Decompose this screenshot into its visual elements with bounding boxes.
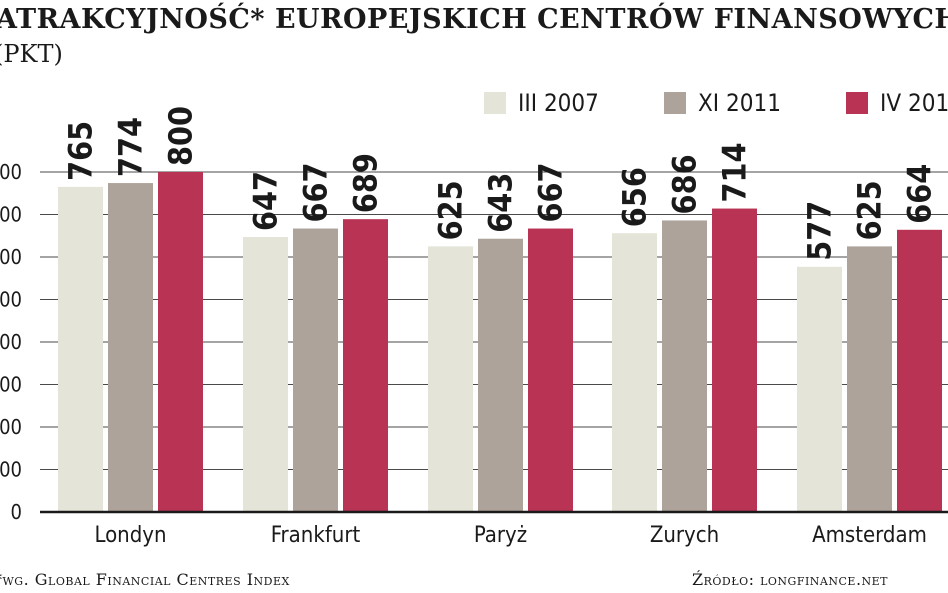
bar: [158, 172, 203, 512]
x-tick-label: Amsterdam: [812, 523, 927, 548]
y-tick-label: 500: [0, 288, 22, 312]
x-tick-label: Paryż: [474, 523, 527, 548]
data-label: 643: [482, 173, 520, 233]
x-tick-label: Londyn: [94, 523, 166, 548]
data-label: 664: [901, 164, 939, 224]
data-label: 625: [851, 180, 889, 240]
legend-swatch: [484, 92, 506, 114]
y-tick-label: 300: [0, 373, 22, 397]
chart-unit-label: (PKT): [0, 40, 63, 68]
data-label: 686: [666, 154, 704, 214]
bar: [662, 220, 707, 512]
y-tick-label: 800: [0, 160, 22, 184]
legend-label: III 2007: [518, 89, 599, 117]
data-label: 577: [801, 201, 839, 261]
legend-swatch: [664, 92, 686, 114]
bar: [797, 266, 842, 512]
y-tick-label: 0: [11, 500, 22, 524]
legend-label: XI 2011: [698, 89, 781, 117]
legend: III 2007 XI 2011 IV 2012: [484, 89, 948, 117]
bars: [58, 172, 942, 513]
data-label: 656: [616, 167, 654, 227]
footnote: *wg. Global Financial Centres Index: [0, 570, 290, 589]
bar: [58, 186, 103, 512]
bar: [293, 228, 338, 512]
data-label: 774: [112, 117, 150, 177]
y-tick-label: 200: [0, 415, 22, 439]
y-tick-label: 700: [0, 203, 22, 227]
data-label: 689: [347, 153, 385, 213]
data-label: 667: [297, 162, 335, 222]
source-note: Źródło: longfinance.net: [692, 570, 889, 589]
y-tick-label: 400: [0, 330, 22, 354]
data-labels: 765 774 800 647 667 689 625 643 667 656 686 714 577 6…: [62, 106, 939, 261]
x-tick-label: Zurych: [650, 523, 719, 548]
bar: [847, 246, 892, 512]
legend-swatch: [846, 92, 868, 114]
data-label: 800: [162, 106, 200, 166]
data-label: 667: [532, 162, 570, 222]
bar: [897, 229, 942, 513]
chart-title: ATRAKCYJNOŚĆ* EUROPEJSKICH CENTRÓW FINAN…: [0, 4, 948, 35]
data-label: 765: [62, 121, 100, 181]
bar: [712, 208, 757, 513]
bar: [428, 246, 473, 512]
axes: 0 100 200 300 400 500 600 700 800 Londyn Frankfurt…: [0, 160, 948, 548]
legend-label: IV 2012: [880, 89, 948, 117]
bar: [528, 228, 573, 512]
y-tick-label: 600: [0, 245, 22, 269]
bar: [343, 219, 388, 513]
y-tick-label: 100: [0, 458, 22, 482]
data-label: 625: [432, 180, 470, 240]
data-label: 647: [247, 171, 285, 231]
bar: [612, 233, 657, 512]
bar: [108, 183, 153, 513]
data-label: 714: [716, 142, 754, 202]
x-tick-label: Frankfurt: [271, 523, 361, 548]
bar: [243, 237, 288, 512]
bar: [478, 238, 523, 512]
